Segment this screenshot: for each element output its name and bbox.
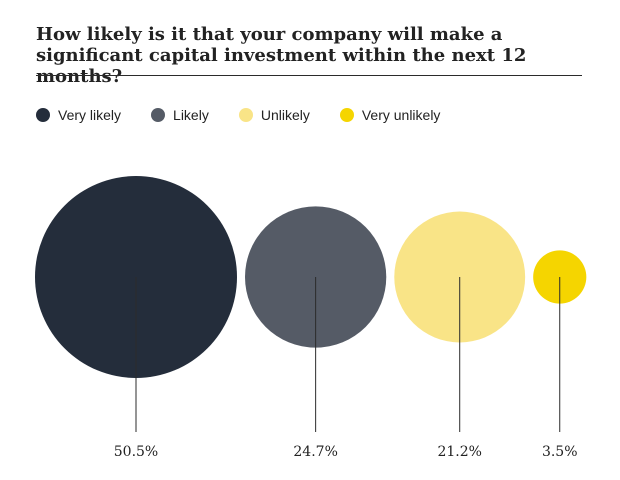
legend-label-very-likely: Very likely bbox=[58, 107, 122, 123]
legend-swatch-likely bbox=[151, 108, 166, 122]
title-divider bbox=[36, 75, 582, 76]
legend-label-likely: Likely bbox=[173, 107, 209, 123]
legend-item-unlikely: Unlikely bbox=[238, 107, 310, 123]
legend-item-very-likely: Very likely bbox=[36, 107, 121, 123]
value-label-likely: 24.7% bbox=[293, 444, 337, 460]
legend: Very likely Likely Unlikely Very unlikel… bbox=[36, 105, 470, 125]
legend-label-very-unlikely: Very unlikely bbox=[361, 107, 441, 123]
legend-item-very-unlikely: Very unlikely bbox=[339, 107, 441, 123]
legend-item-likely: Likely bbox=[151, 107, 209, 123]
legend-swatch-very-unlikely bbox=[339, 108, 354, 122]
legend-swatch-unlikely bbox=[238, 108, 253, 122]
value-label-very-likely: 50.5% bbox=[114, 444, 158, 460]
value-label-unlikely: 21.2% bbox=[437, 444, 481, 460]
legend-label-unlikely: Unlikely bbox=[260, 107, 310, 123]
value-label-very-unlikely: 3.5% bbox=[542, 444, 578, 460]
chart-title: How likely is it that your company will … bbox=[36, 24, 527, 87]
legend-swatch-very-likely bbox=[36, 108, 50, 122]
